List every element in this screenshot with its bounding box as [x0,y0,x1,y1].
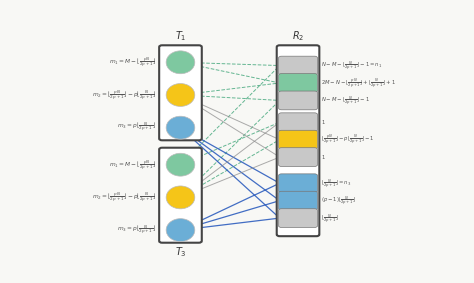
Text: $\lfloor\frac{pN}{2p+1}\rfloor - p\lfloor\frac{N}{2p+1}\rfloor - 1$: $\lfloor\frac{pN}{2p+1}\rfloor - p\lfloo… [321,133,374,147]
Text: $R_2$: $R_2$ [292,29,304,43]
Text: $2M - N - \lfloor\frac{pN}{2p+1}\rfloor + \lfloor\frac{N}{2p+1}\rfloor + 1$: $2M - N - \lfloor\frac{pN}{2p+1}\rfloor … [321,76,396,90]
FancyBboxPatch shape [159,45,202,140]
Text: $(p-1)\lfloor\frac{N}{2p+1}\rfloor$: $(p-1)\lfloor\frac{N}{2p+1}\rfloor$ [321,194,356,207]
Ellipse shape [166,219,195,241]
FancyBboxPatch shape [279,56,318,75]
FancyBboxPatch shape [277,45,319,236]
FancyBboxPatch shape [279,130,318,149]
Ellipse shape [166,153,195,176]
Text: $m_3 = p\lfloor\frac{N}{2p+1}\rfloor$: $m_3 = p\lfloor\frac{N}{2p+1}\rfloor$ [118,224,156,237]
FancyBboxPatch shape [279,174,318,193]
FancyBboxPatch shape [279,191,318,210]
Text: $\lfloor\frac{N}{2p+1}\rfloor = n_3$: $\lfloor\frac{N}{2p+1}\rfloor = n_3$ [321,177,351,190]
Text: $m_2 = \lfloor\frac{pN}{2p+1}\rfloor - p\lfloor\frac{N}{2p+1}\rfloor$: $m_2 = \lfloor\frac{pN}{2p+1}\rfloor - p… [92,88,156,102]
Text: $T_3$: $T_3$ [174,245,186,259]
Text: $T_1$: $T_1$ [175,29,186,43]
FancyBboxPatch shape [279,148,318,166]
Text: $m_2 = \lfloor\frac{pN}{2p+1}\rfloor - p\lfloor\frac{N}{2p+1}\rfloor$: $m_2 = \lfloor\frac{pN}{2p+1}\rfloor - p… [92,190,156,204]
FancyBboxPatch shape [279,113,318,132]
Ellipse shape [166,116,195,139]
Text: $N - M - \lfloor\frac{N}{2p+1}\rfloor - 1 = n_1$: $N - M - \lfloor\frac{N}{2p+1}\rfloor - … [321,59,382,72]
Text: $1$: $1$ [321,153,326,161]
Ellipse shape [166,186,195,209]
FancyBboxPatch shape [159,148,202,243]
Text: $m_3 = p\lfloor\frac{N}{2p+1}\rfloor$: $m_3 = p\lfloor\frac{N}{2p+1}\rfloor$ [118,121,156,134]
Ellipse shape [166,83,195,106]
Text: $N - M - \lfloor\frac{N}{2p+1}\rfloor - 1$: $N - M - \lfloor\frac{N}{2p+1}\rfloor - … [321,94,370,107]
FancyBboxPatch shape [279,74,318,92]
FancyBboxPatch shape [279,91,318,110]
FancyBboxPatch shape [279,209,318,228]
Ellipse shape [166,51,195,74]
Text: $m_1 = M - \lfloor\frac{pN}{2p+1}\rfloor$: $m_1 = M - \lfloor\frac{pN}{2p+1}\rfloor… [109,55,156,69]
Text: $\lfloor\frac{N}{2p+1}\rfloor$: $\lfloor\frac{N}{2p+1}\rfloor$ [321,212,338,225]
Text: $1$: $1$ [321,118,326,126]
Text: $m_1 = M - \lfloor\frac{pN}{2p+1}\rfloor$: $m_1 = M - \lfloor\frac{pN}{2p+1}\rfloor… [109,158,156,171]
